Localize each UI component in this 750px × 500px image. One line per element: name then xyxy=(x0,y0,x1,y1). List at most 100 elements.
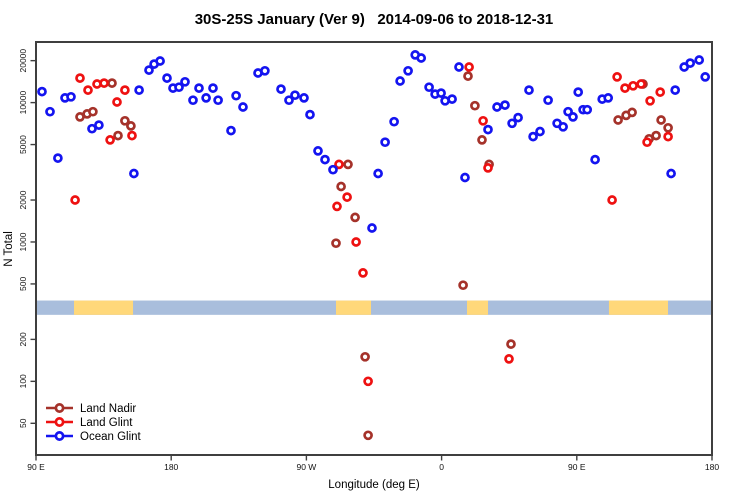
ocean-glint-point xyxy=(582,104,593,115)
land-glint-point xyxy=(636,79,646,89)
ocean-glint-point xyxy=(208,83,218,93)
y-tick-label: 50 xyxy=(18,418,28,428)
x-tick-label: 180 xyxy=(705,462,719,472)
x-tick-label: 180 xyxy=(164,462,178,472)
land-glint-point xyxy=(655,87,666,97)
plot-border xyxy=(35,41,713,456)
ocean-glint-point xyxy=(507,118,517,129)
land-glint-point xyxy=(127,130,137,141)
land-glint-point xyxy=(607,195,617,205)
ocean-glint-point xyxy=(492,102,502,112)
ocean-glint-point xyxy=(454,62,464,72)
y-tick-label: 200 xyxy=(18,332,28,346)
legend-marker-land-glint xyxy=(54,417,65,427)
land-segment xyxy=(74,300,134,315)
ocean-glint-point xyxy=(670,85,681,95)
land-nadir-point xyxy=(360,351,370,362)
ocean-glint-point xyxy=(201,93,211,103)
y-tick-label: 500 xyxy=(18,277,28,291)
y-tick-label: 10000 xyxy=(18,91,28,115)
land-nadir-point xyxy=(463,71,473,81)
latitude-band-strip xyxy=(36,300,712,315)
ocean-glint-point xyxy=(666,168,676,179)
land-glint-point xyxy=(120,85,130,95)
land-glint-point xyxy=(351,237,361,247)
legend-marker-land-nadir xyxy=(54,403,65,413)
land-nadir-point xyxy=(477,135,487,145)
land-segment xyxy=(608,300,668,315)
ocean-glint-point xyxy=(524,85,534,95)
ocean-glint-point xyxy=(53,153,63,163)
ocean-glint-point xyxy=(500,100,510,110)
ocean-glint-point xyxy=(460,172,470,183)
land-nadir-point xyxy=(663,122,673,133)
land-glint-point xyxy=(628,80,638,91)
ocean-glint-point xyxy=(231,90,241,101)
ocean-glint-point xyxy=(162,73,172,83)
land-glint-point xyxy=(342,192,352,202)
legend-label-land-glint: Land Glint xyxy=(80,417,133,429)
land-nadir-point xyxy=(336,181,346,192)
legend: Land Nadir Land Glint Ocean Glint xyxy=(46,403,142,443)
x-axis-title: Longitude (deg E) xyxy=(328,479,420,491)
x-tick-label: 90 W xyxy=(296,462,316,472)
ocean-glint-point xyxy=(483,124,493,135)
ocean-glint-point xyxy=(700,72,711,82)
land-nadir-point xyxy=(458,280,468,291)
land-glint-point xyxy=(70,195,80,205)
ocean-glint-point xyxy=(416,53,427,63)
ocean-glint-point xyxy=(447,94,457,104)
ocean-glint-point xyxy=(290,90,300,101)
ocean-glint-point xyxy=(276,84,286,94)
land-glint-point xyxy=(334,159,344,170)
y-tick-label: 20000 xyxy=(18,49,28,73)
land-glint-point xyxy=(620,83,630,93)
land-nadir-point xyxy=(651,130,661,141)
ocean-glint-point xyxy=(395,76,405,86)
land-nadir-point xyxy=(107,78,117,88)
data-points xyxy=(37,50,711,441)
land-glint-point xyxy=(112,97,122,107)
land-nadir-point xyxy=(613,115,623,125)
ocean-glint-point xyxy=(134,85,144,95)
ocean-glint-point xyxy=(320,154,330,165)
ocean-glint-point xyxy=(129,168,139,179)
y-tick-label: 5000 xyxy=(18,135,28,154)
ocean-glint-point xyxy=(373,168,383,179)
land-glint-point xyxy=(75,73,85,83)
ocean-glint-point xyxy=(590,154,600,165)
ocean-glint-point xyxy=(174,82,184,93)
ocean-glint-point xyxy=(313,146,323,156)
ocean-glint-point xyxy=(403,65,413,76)
x-tick-label: 90 E xyxy=(27,462,45,472)
land-glint-point xyxy=(478,115,488,126)
land-nadir-point xyxy=(470,100,480,111)
legend-marker-ocean-glint xyxy=(54,431,65,441)
ocean-glint-point xyxy=(226,125,236,136)
land-nadir-point xyxy=(126,121,136,131)
x-axis-ticks: 90 E 180 90 W 0 90 E 180 xyxy=(27,455,719,472)
x-tick-label: 0 xyxy=(439,462,444,472)
y-tick-label: 100 xyxy=(18,374,28,388)
ocean-glint-point xyxy=(94,120,104,130)
land-nadir-point xyxy=(363,430,373,441)
ocean-glint-point xyxy=(528,131,538,142)
land-glint-point xyxy=(83,85,93,95)
ocean-glint-point xyxy=(260,65,270,76)
ocean-glint-point xyxy=(37,86,47,97)
legend-label-ocean-glint: Ocean Glint xyxy=(80,431,142,443)
land-nadir-point xyxy=(350,212,360,223)
ocean-glint-point xyxy=(284,95,294,106)
land-glint-point xyxy=(642,137,652,148)
y-tick-label: 2000 xyxy=(18,190,28,209)
land-nadir-point xyxy=(120,115,130,126)
ocean-glint-point xyxy=(213,95,223,106)
land-glint-point xyxy=(504,354,514,364)
y-axis-ticks: 50 100 200 500 1000 2000 5000 10000 20000 xyxy=(18,49,36,428)
ocean-glint-point xyxy=(694,55,705,65)
ocean-glint-point xyxy=(305,109,315,120)
ocean-glint-point xyxy=(543,95,553,106)
land-nadir-point xyxy=(331,238,341,249)
ocean-glint-point xyxy=(573,87,584,97)
